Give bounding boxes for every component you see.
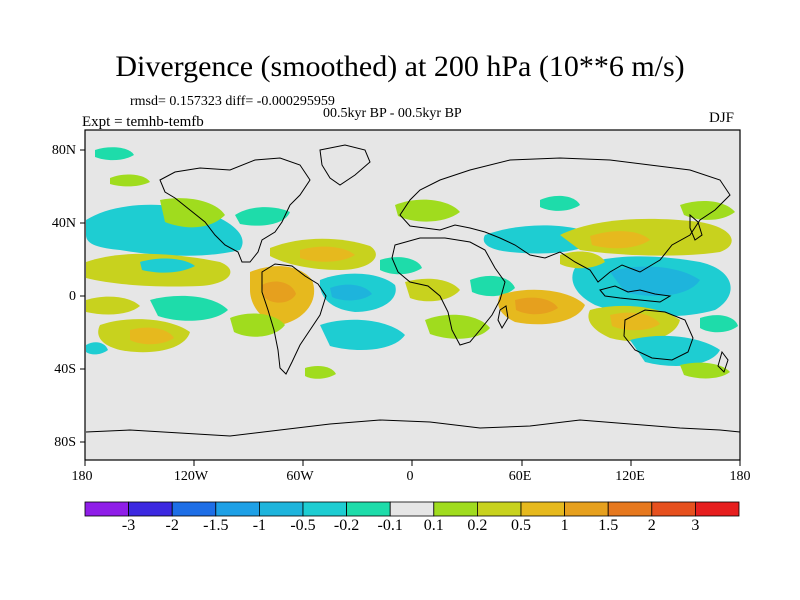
colorbar-box-7 xyxy=(389,501,435,517)
colorbar-label: 1.5 xyxy=(598,517,619,534)
colorbar-label: -1.5 xyxy=(203,517,229,534)
colorbar-box-2 xyxy=(171,501,217,517)
lon-label-0: 0 xyxy=(406,469,414,484)
colorbar-box-10 xyxy=(520,501,565,517)
field-patch xyxy=(610,312,660,331)
coast-south-america xyxy=(261,263,327,375)
field-patch xyxy=(110,174,150,187)
field-patch xyxy=(680,362,730,379)
coast-australia xyxy=(623,309,694,361)
figure-title: Divergence (smoothed) at 200 hPa (10**6 … xyxy=(115,50,685,83)
field-patch xyxy=(610,266,700,296)
field-patch xyxy=(300,246,355,262)
field-patch xyxy=(305,366,336,379)
map-panel xyxy=(80,129,741,466)
colorbar-label: -0.2 xyxy=(333,517,360,534)
coast-north-america xyxy=(159,157,311,263)
lon-label-180e: 180 xyxy=(729,469,751,484)
colorbar-label: -0.5 xyxy=(290,517,316,534)
colorbar-box-14 xyxy=(695,501,740,517)
lat-label-80s: 80S xyxy=(54,435,76,450)
coast-new-zealand xyxy=(717,350,729,373)
colorbar-label: -0.1 xyxy=(377,517,403,534)
colorbar-label: -1 xyxy=(252,517,267,534)
colorbar-label: -3 xyxy=(121,517,136,534)
field-patch xyxy=(160,198,225,228)
lat-label-80n: 80N xyxy=(51,143,76,158)
lon-label-120e: 120E xyxy=(615,469,645,484)
colorbar xyxy=(84,501,740,517)
colorbar-label: 0.2 xyxy=(467,517,488,534)
field-patch xyxy=(235,207,290,226)
colorbar-label: 0.5 xyxy=(511,517,531,534)
coast-indonesia xyxy=(599,285,672,303)
period-label: 00.5kyr BP - 00.5kyr BP xyxy=(323,106,462,121)
field-patch xyxy=(320,319,405,351)
colorbar-label: 1 xyxy=(560,517,569,534)
colorbar-box-0 xyxy=(84,501,129,517)
divergence-field xyxy=(86,147,738,379)
field-patch xyxy=(86,342,108,355)
colorbar-box-12 xyxy=(607,501,653,517)
colorbar-label: 2 xyxy=(647,517,656,534)
colorbar-box-11 xyxy=(564,501,609,517)
lat-label-40n: 40N xyxy=(51,216,76,231)
field-patch xyxy=(95,147,134,161)
lon-label-180w: 180 xyxy=(71,469,93,484)
field-patch xyxy=(700,315,738,333)
field-patch xyxy=(590,231,650,249)
colorbar-label: -2 xyxy=(165,517,179,534)
coast-eurasia xyxy=(399,157,731,283)
lon-label-120w: 120W xyxy=(173,469,209,484)
field-patch xyxy=(680,200,735,220)
colorbar-box-13 xyxy=(651,501,696,517)
coast-japan xyxy=(689,213,703,241)
experiment-label: Expt = temhb-temfb xyxy=(82,114,204,130)
field-patch xyxy=(540,195,580,211)
colorbar-box-4 xyxy=(258,501,304,517)
colorbar-box-5 xyxy=(302,501,347,517)
coast-greenland xyxy=(319,144,371,186)
field-patch xyxy=(395,199,460,222)
field-patch xyxy=(330,284,372,301)
coastlines xyxy=(85,144,741,437)
field-patch xyxy=(150,295,228,321)
colorbar-label: 3 xyxy=(691,517,700,534)
lat-label-eq: 0 xyxy=(69,289,76,304)
field-patch xyxy=(130,327,174,345)
colorbar-box-6 xyxy=(346,501,391,517)
field-patch xyxy=(86,296,140,315)
map-ticks xyxy=(80,149,741,466)
coast-antarctica xyxy=(85,419,741,437)
coast-africa xyxy=(391,237,506,346)
lon-label-60w: 60W xyxy=(286,469,314,484)
field-patch xyxy=(425,314,490,339)
stats-line: rmsd= 0.157323 diff= -0.000295959 xyxy=(130,94,335,109)
colorbar-box-8 xyxy=(433,501,478,517)
field-patch xyxy=(560,251,605,269)
coast-madagascar xyxy=(497,305,509,330)
field-patch xyxy=(515,297,558,315)
colorbar-label: 0.1 xyxy=(423,517,444,534)
lat-label-40s: 40S xyxy=(54,362,76,377)
field-patch xyxy=(262,281,296,303)
colorbar-box-9 xyxy=(476,501,522,517)
colorbar-box-3 xyxy=(215,501,260,517)
field-patch xyxy=(140,258,195,273)
lon-label-60e: 60E xyxy=(508,469,532,484)
field-patch xyxy=(380,257,422,275)
season-label: DJF xyxy=(709,110,735,126)
colorbar-box-1 xyxy=(128,501,173,517)
